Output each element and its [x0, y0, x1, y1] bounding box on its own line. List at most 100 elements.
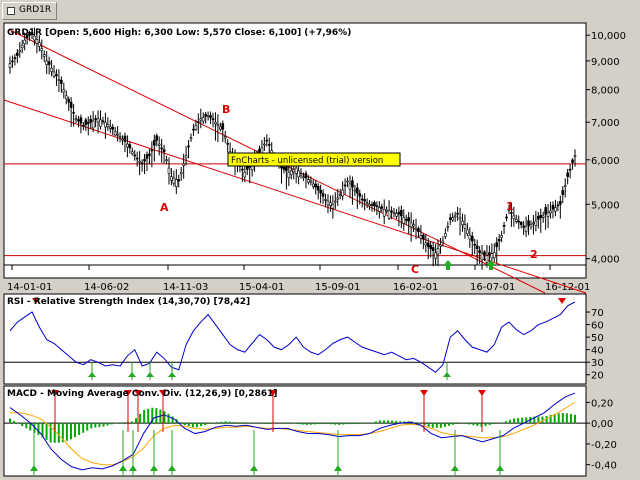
- candle-body: [153, 140, 156, 146]
- candle-body: [451, 217, 455, 221]
- candle-body: [72, 112, 75, 114]
- candle-body: [485, 255, 489, 263]
- buy-arrow-icon: [119, 465, 127, 471]
- rsi-line: [9, 301, 576, 373]
- buy-arrow-icon: [250, 465, 258, 471]
- candle-body: [544, 207, 547, 215]
- watermark-box: [227, 152, 401, 167]
- buy-arrow-icon: [443, 372, 451, 377]
- candle-body: [426, 242, 430, 248]
- candle-body: [353, 189, 357, 192]
- candle-body: [316, 185, 320, 191]
- candle-body: [265, 139, 269, 142]
- rsi-y-tick-label: 70: [591, 308, 604, 319]
- candle-body: [492, 252, 496, 259]
- price-panel-header: GRD1R [Open: 5,600 High: 6,300 Low: 5,57…: [7, 28, 351, 38]
- candle-body: [404, 219, 408, 221]
- candle-body: [241, 168, 244, 171]
- candle-body: [138, 160, 141, 163]
- candle-body: [436, 248, 440, 255]
- buy-arrow-icon: [30, 465, 38, 471]
- candle-body: [84, 119, 88, 125]
- candle-body: [118, 136, 122, 138]
- candle-body: [490, 253, 494, 259]
- candle-body: [387, 210, 391, 219]
- candle-body: [211, 118, 215, 121]
- candle-body: [60, 79, 63, 84]
- candle-body: [546, 212, 550, 217]
- candle-body: [304, 173, 308, 179]
- candle-body: [62, 89, 66, 93]
- candle-body: [348, 183, 352, 190]
- candle-body: [324, 199, 327, 201]
- candle-body: [148, 153, 151, 157]
- candle-body: [568, 168, 572, 171]
- candle-body: [294, 167, 298, 174]
- candle-body: [470, 235, 474, 242]
- candle-body: [321, 193, 325, 197]
- candle-body: [390, 210, 393, 213]
- candle-body: [497, 239, 501, 242]
- y-tick-label: 10,000: [591, 31, 626, 42]
- candle-body: [170, 176, 173, 181]
- candle-body: [500, 235, 503, 238]
- candle-body: [395, 213, 398, 217]
- buy-arrow-icon: [496, 465, 504, 471]
- candle-body: [292, 169, 296, 173]
- candle-body: [40, 48, 44, 51]
- sell-arrow-icon: [420, 390, 428, 396]
- sell-arrow-icon: [478, 390, 486, 396]
- candle-body: [522, 225, 525, 228]
- candle-body: [514, 219, 518, 222]
- candle-body: [424, 242, 428, 246]
- buy-arrow-icon: [168, 465, 176, 471]
- candle-body: [561, 190, 565, 196]
- candle-body: [419, 235, 423, 239]
- candle-body: [226, 142, 229, 145]
- watermark-text: FnCharts - unlicensed (trial) version: [231, 156, 383, 166]
- tab-grd1r[interactable]: GRD1R: [2, 2, 57, 20]
- sell-arrow-icon: [134, 390, 142, 396]
- candle-body: [206, 115, 210, 117]
- candle-body: [74, 118, 78, 121]
- chart-icon: [7, 7, 15, 15]
- candle-body: [302, 176, 305, 178]
- candle-body: [554, 207, 557, 212]
- candle-body: [57, 79, 61, 81]
- candle-body: [495, 242, 499, 248]
- candle-body: [512, 215, 516, 219]
- rsi-panel-header: RSI - Relative Strength Index (14,30,70)…: [7, 297, 250, 307]
- candle-body: [517, 220, 521, 223]
- candle-body: [297, 170, 300, 178]
- candle-body: [422, 234, 425, 240]
- candle-body: [143, 159, 146, 162]
- candle-body: [441, 240, 445, 244]
- candle-body: [541, 215, 545, 218]
- candle-body: [52, 71, 56, 77]
- candle-body: [334, 200, 337, 203]
- candle-body: [402, 217, 406, 224]
- candle-body: [245, 166, 249, 170]
- buy-arrow-icon: [451, 465, 459, 471]
- x-tick-label: 14-01-01: [7, 282, 52, 293]
- candle-body: [368, 203, 371, 207]
- candle-body: [89, 119, 93, 123]
- candle-body: [221, 123, 225, 130]
- annotation-label: 2: [530, 248, 538, 261]
- candle-body: [510, 212, 513, 214]
- candle-body: [360, 198, 364, 201]
- annotation-label: 1: [506, 200, 514, 213]
- candle-body: [475, 245, 479, 250]
- candle-body: [537, 215, 540, 220]
- candle-body: [184, 155, 188, 159]
- candle-body: [343, 184, 347, 187]
- candle-body: [573, 155, 577, 158]
- candle-body: [8, 63, 12, 68]
- x-tick-label: 14-11-03: [163, 282, 208, 293]
- candle-body: [488, 252, 491, 255]
- candle-body: [282, 166, 286, 170]
- candle-body: [25, 34, 29, 38]
- candle-body: [473, 243, 477, 246]
- candle-body: [13, 57, 17, 59]
